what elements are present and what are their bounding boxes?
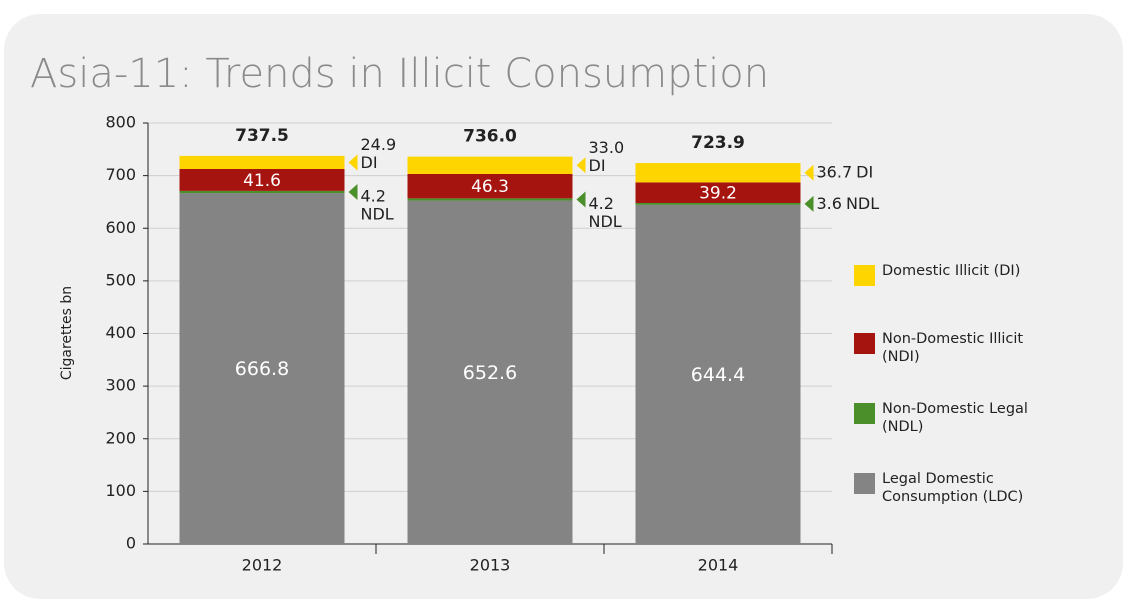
y-tick-label: 0 [126,534,136,553]
bar-segment [179,190,345,194]
total-label: 736.0 [463,127,517,147]
bar-segment [179,168,345,191]
x-tick-label: 2012 [242,556,283,575]
legend-swatch [854,473,875,494]
bar-segment [179,193,345,544]
side-label: 36.7 DI [817,162,874,181]
y-tick-label: 700 [105,165,136,184]
side-value: 3.6 [817,193,842,212]
bar-segment [407,198,573,201]
bar-segment [635,182,801,203]
side-short: DI [589,156,606,175]
legend-label: Non-Domestic Illicit (NDI) [882,331,1024,365]
bar-segment [635,202,801,205]
callout-marker [348,183,358,200]
chart-title: Asia-11: Trends in Illicit Consumption [30,51,769,97]
callout-marker [576,157,586,174]
y-tick-label: 300 [105,376,136,395]
segment-label: 666.8 [235,358,289,380]
segment-label: 652.6 [463,362,517,384]
legend-label: Non-Domestic Legal (NDL) [882,401,1028,435]
side-value: 4.2 [361,186,386,205]
y-tick-label: 500 [105,270,136,289]
x-tick-label: 2013 [470,556,511,575]
side-short: NDL [361,204,394,223]
legend-swatch [854,265,875,286]
y-tick-label: 200 [105,428,136,447]
side-short: NDL [846,193,879,212]
side-short: DI [361,153,378,172]
bar-segment [635,163,801,183]
side-label: 3.6 NDL [817,193,880,212]
side-value: 4.2 [589,194,614,213]
legend-label: Legal Domestic Consumption (LDC) [882,471,1024,505]
bar-segment [179,155,345,169]
y-tick-label: 600 [105,218,136,237]
segment-label: 644.4 [691,364,745,386]
y-tick-label: 800 [105,113,136,132]
legend-swatch [854,333,875,354]
total-label: 737.5 [235,126,289,146]
bar-segment [635,204,801,544]
legend-swatch [854,403,875,424]
segment-label: 46.3 [471,177,509,197]
bar-segment [407,200,573,544]
side-short: NDL [589,212,622,231]
bar-segment [407,156,573,174]
callout-marker [804,164,814,181]
segment-label: 39.2 [699,184,737,204]
y-tick-label: 100 [105,481,136,500]
legend-label: Domestic Illicit (DI) [882,263,1021,279]
callout-marker [804,195,814,212]
side-value: 36.7 [817,162,853,181]
y-tick-label: 400 [105,323,136,342]
callout-marker [348,154,358,171]
side-short: DI [856,162,873,181]
side-value: 24.9 [361,135,397,154]
y-axis-label: Cigarettes bn [59,286,75,380]
total-label: 723.9 [691,133,745,153]
segment-label: 41.6 [243,171,281,191]
x-tick-label: 2014 [698,556,739,575]
side-value: 33.0 [589,138,625,157]
bar-segment [407,173,573,199]
callout-marker [576,191,586,208]
